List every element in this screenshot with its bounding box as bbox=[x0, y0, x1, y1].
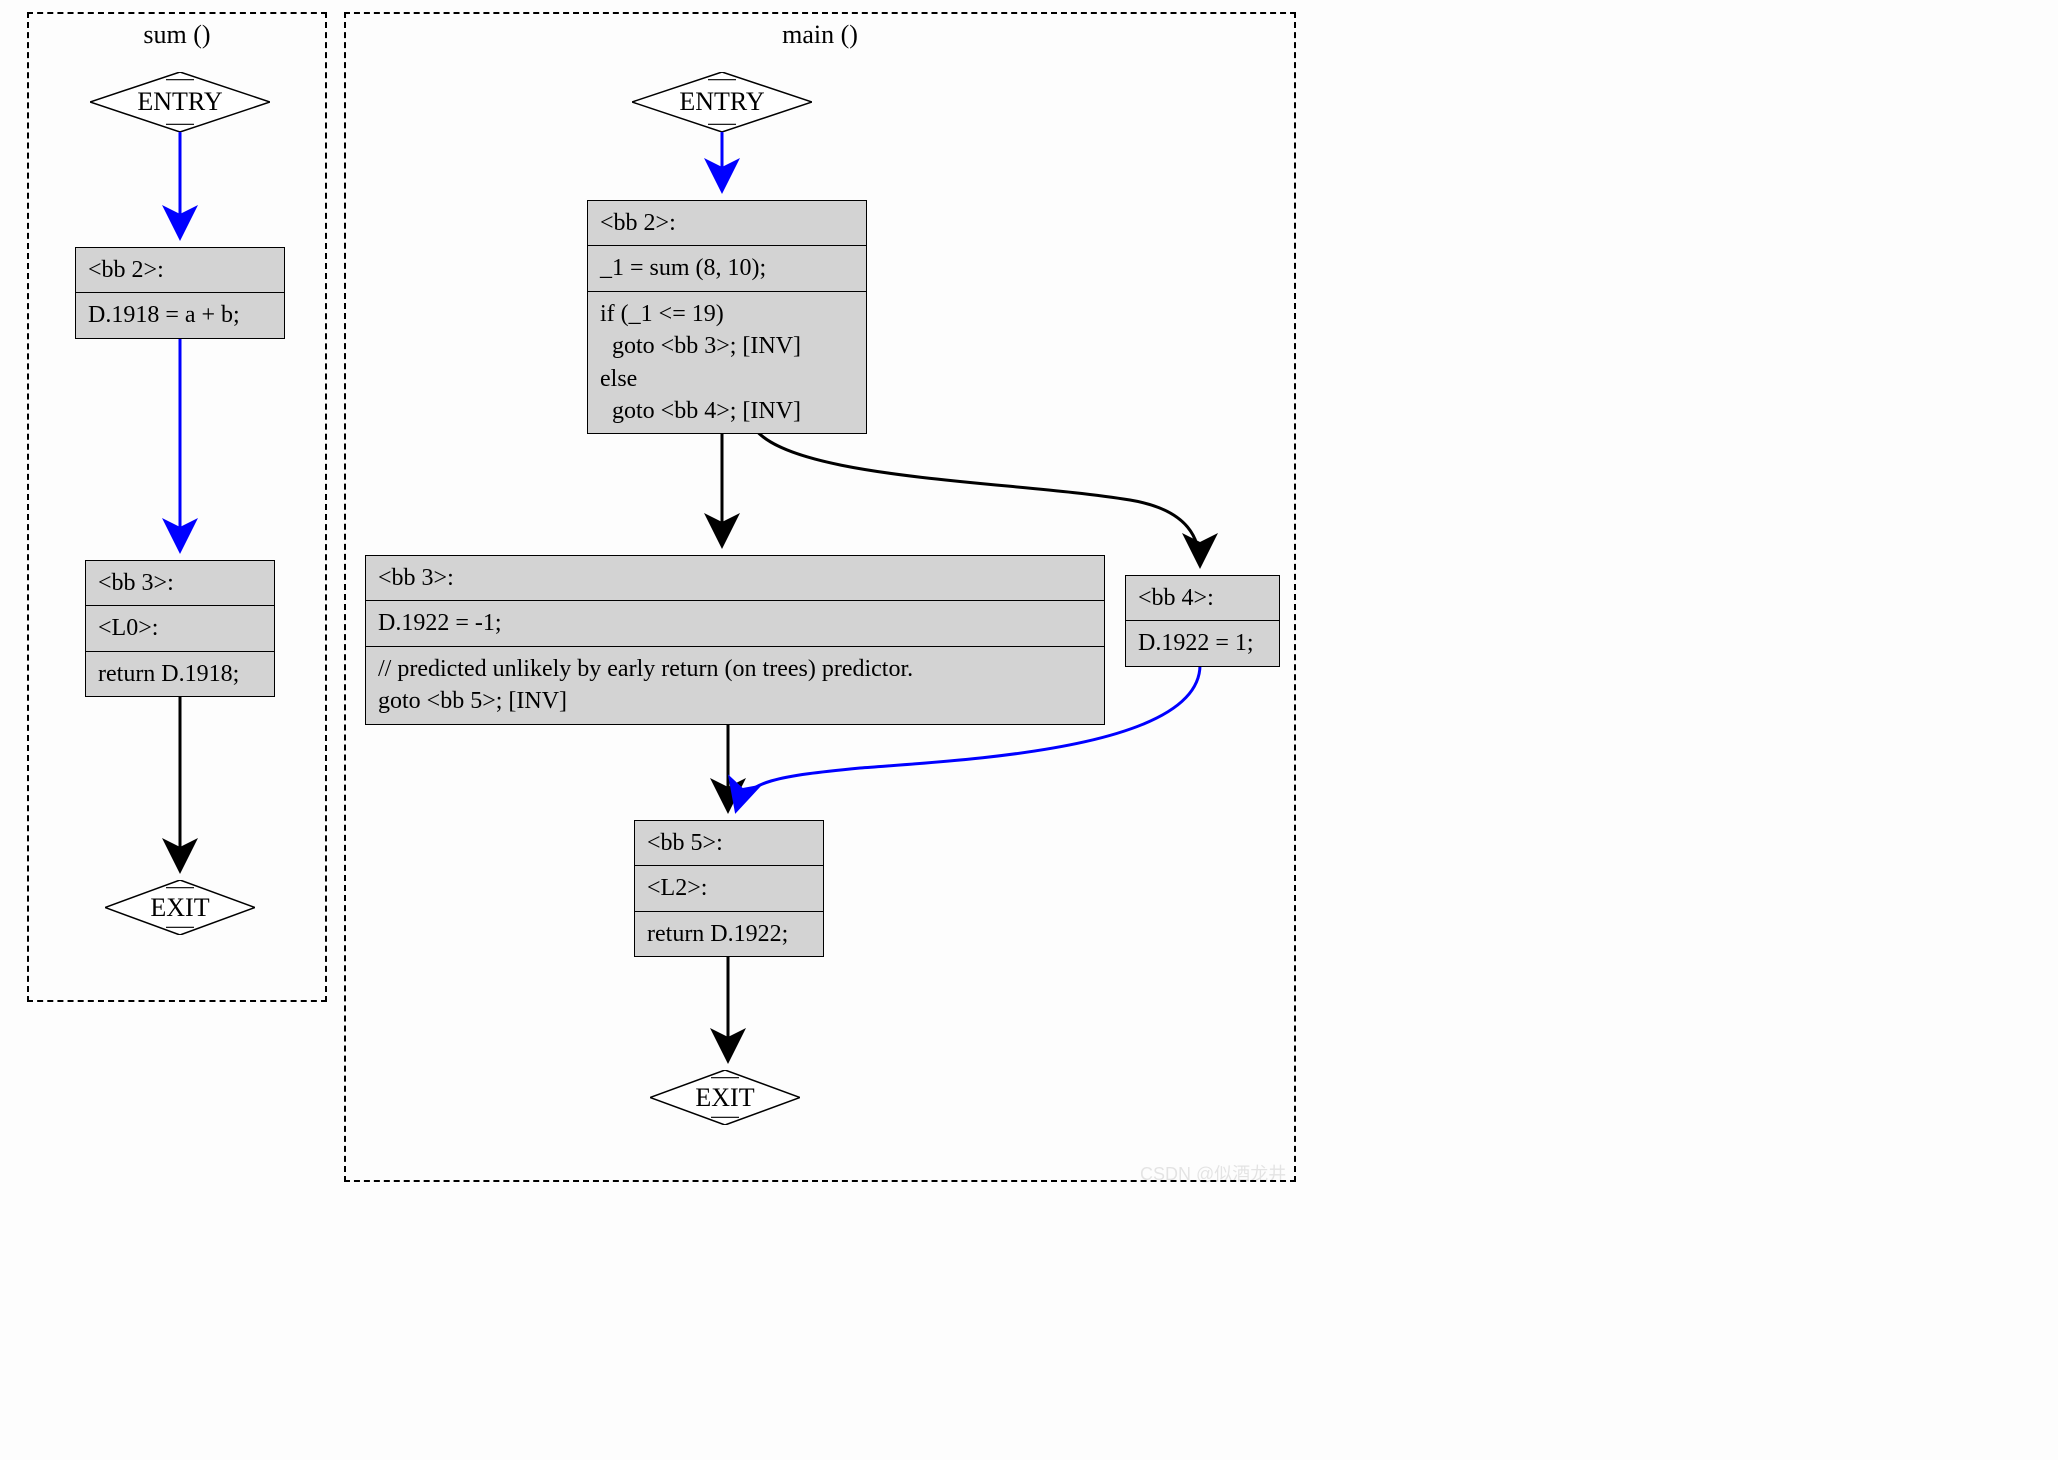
node-sum_bb2-row-0: <bb 2>: bbox=[76, 248, 284, 293]
diamond-sum_entry-label: ENTRY bbox=[137, 87, 222, 117]
node-main_bb3-row-0: <bb 3>: bbox=[366, 556, 1104, 601]
node-main_bb3-row-2: // predicted unlikely by early return (o… bbox=[366, 647, 1104, 724]
node-main_bb3: <bb 3>:D.1922 = -1;// predicted unlikely… bbox=[365, 555, 1105, 725]
node-main_bb5-row-0: <bb 5>: bbox=[635, 821, 823, 866]
node-sum_bb3-row-2: return D.1918; bbox=[86, 652, 274, 696]
node-sum_bb3-row-1: <L0>: bbox=[86, 606, 274, 651]
node-main_bb4-row-0: <bb 4>: bbox=[1126, 576, 1279, 621]
node-main_bb2-row-2: if (_1 <= 19) goto <bb 3>; [INV] else go… bbox=[588, 292, 866, 434]
watermark: CSDN @似酒龙井 bbox=[1140, 1160, 1286, 1186]
cfg-canvas: sum () main () ENTRY EXIT ENTRY EXIT <bb… bbox=[10, 10, 2058, 1450]
diamond-main_exit-label: EXIT bbox=[695, 1083, 754, 1113]
node-sum_bb2-row-1: D.1918 = a + b; bbox=[76, 293, 284, 337]
node-main_bb4: <bb 4>:D.1922 = 1; bbox=[1125, 575, 1280, 667]
cluster-main-title: main () bbox=[346, 20, 1294, 50]
diamond-main_entry: ENTRY bbox=[632, 72, 812, 132]
node-main_bb4-row-1: D.1922 = 1; bbox=[1126, 621, 1279, 665]
diamond-sum_entry: ENTRY bbox=[90, 72, 270, 132]
node-main_bb2: <bb 2>:_1 = sum (8, 10);if (_1 <= 19) go… bbox=[587, 200, 867, 434]
diamond-sum_exit-label: EXIT bbox=[150, 893, 209, 923]
node-main_bb5-row-1: <L2>: bbox=[635, 866, 823, 911]
node-sum_bb3: <bb 3>:<L0>:return D.1918; bbox=[85, 560, 275, 697]
cluster-sum-title: sum () bbox=[29, 20, 325, 50]
node-main_bb3-row-1: D.1922 = -1; bbox=[366, 601, 1104, 646]
diamond-sum_exit: EXIT bbox=[105, 880, 255, 935]
diamond-main_exit: EXIT bbox=[650, 1070, 800, 1125]
node-main_bb2-row-1: _1 = sum (8, 10); bbox=[588, 246, 866, 291]
node-sum_bb3-row-0: <bb 3>: bbox=[86, 561, 274, 606]
node-main_bb5: <bb 5>:<L2>:return D.1922; bbox=[634, 820, 824, 957]
node-main_bb5-row-2: return D.1922; bbox=[635, 912, 823, 956]
node-sum_bb2: <bb 2>:D.1918 = a + b; bbox=[75, 247, 285, 339]
node-main_bb2-row-0: <bb 2>: bbox=[588, 201, 866, 246]
diamond-main_entry-label: ENTRY bbox=[679, 87, 764, 117]
cluster-sum: sum () bbox=[27, 12, 327, 1002]
